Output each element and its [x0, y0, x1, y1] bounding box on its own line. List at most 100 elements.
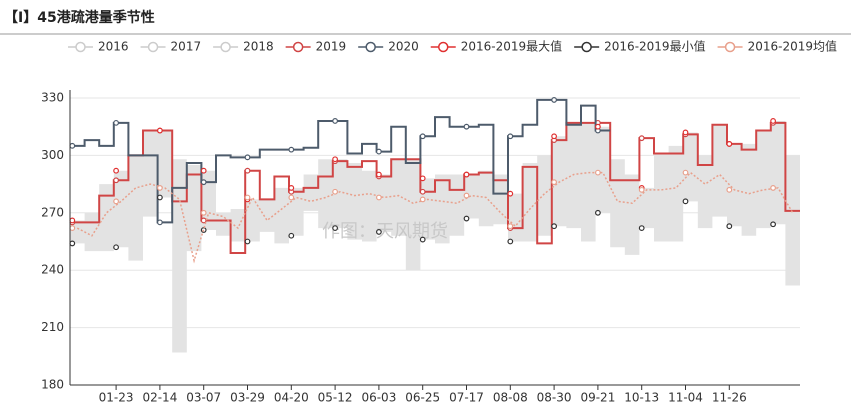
y-tick-label: 210: [41, 320, 64, 334]
legend-marker: [220, 41, 231, 53]
point-marker: [595, 123, 601, 130]
point-marker: [507, 223, 514, 230]
point-marker: [156, 185, 163, 191]
x-tick-label: 08-08: [493, 391, 528, 405]
point-marker: [770, 118, 776, 124]
point-marker: [507, 133, 514, 140]
x-tick-label: 04-20: [274, 391, 309, 405]
point-marker: [419, 196, 426, 203]
legend-label: 2020: [388, 40, 419, 54]
point-marker: [288, 185, 295, 191]
point-marker: [156, 194, 163, 201]
point-marker: [288, 194, 295, 201]
point-marker: [682, 129, 689, 136]
legend-label: 2016-2019最小值: [604, 39, 705, 54]
x-tick-label: 08-30: [537, 391, 572, 405]
point-marker: [156, 127, 163, 134]
legend-item[interactable]: 2016: [68, 40, 129, 54]
point-marker: [332, 156, 339, 163]
point-marker: [551, 223, 557, 230]
legend-marker: [292, 41, 304, 53]
point-marker: [507, 190, 514, 197]
chart-title: 【I】45港疏港量季节性: [4, 9, 155, 26]
legend-marker: [147, 41, 159, 53]
legend-item[interactable]: 2016-2019最大值: [430, 39, 562, 54]
point-marker: [200, 217, 207, 224]
legend-item[interactable]: 2019: [285, 40, 347, 54]
legend-label: 2018: [243, 40, 274, 54]
legend-label: 2019: [316, 40, 347, 54]
x-tick-label: 06-03: [361, 391, 396, 405]
point-marker: [551, 133, 557, 140]
point-marker: [200, 209, 207, 216]
point-marker: [69, 240, 76, 247]
point-marker: [682, 169, 689, 176]
x-tick-label: 03-29: [230, 391, 265, 405]
y-tick-label: 270: [41, 205, 64, 219]
x-tick-label: 06-25: [405, 391, 440, 405]
x-tick-label: 07-17: [449, 391, 484, 405]
legend-label: 2016-2019均值: [748, 39, 837, 54]
point-marker: [113, 198, 119, 205]
point-marker: [726, 223, 733, 230]
point-marker: [376, 194, 382, 201]
x-tick-label: 01-23: [99, 391, 134, 405]
point-marker: [638, 186, 645, 193]
legend-label: 2016: [98, 40, 129, 54]
point-marker: [69, 225, 76, 232]
point-marker: [463, 192, 470, 199]
point-marker: [682, 198, 689, 205]
legend-item[interactable]: 2016-2019最小值: [574, 39, 706, 54]
point-marker: [638, 135, 645, 142]
x-tick-label: 09-21: [580, 391, 615, 405]
point-marker: [200, 167, 207, 174]
x-tick-label: 05-12: [318, 391, 353, 405]
point-marker: [419, 133, 426, 140]
point-marker: [376, 171, 382, 178]
point-marker: [200, 179, 207, 186]
point-marker: [69, 217, 76, 224]
legend-marker: [365, 41, 376, 53]
point-marker: [288, 232, 295, 239]
x-tick-label: 10-13: [624, 391, 659, 405]
point-marker: [332, 188, 339, 195]
point-marker: [113, 177, 119, 184]
point-marker: [595, 169, 601, 176]
legend-item[interactable]: 2018: [213, 40, 274, 54]
point-marker: [156, 219, 163, 226]
point-marker: [770, 185, 776, 191]
legend-marker: [581, 41, 592, 53]
y-tick-label: 300: [41, 148, 64, 162]
legend-marker: [437, 41, 449, 53]
y-tick-label: 330: [41, 91, 64, 105]
point-marker: [726, 186, 733, 193]
point-marker: [419, 188, 426, 195]
legend-marker: [724, 41, 736, 53]
point-marker: [244, 238, 251, 245]
point-marker: [595, 209, 601, 216]
point-marker: [463, 215, 470, 222]
point-marker: [638, 225, 645, 232]
legend-item[interactable]: 2017: [140, 40, 202, 54]
legend-label: 2016-2019最大值: [461, 39, 562, 54]
legend-item[interactable]: 2016-2019均值: [717, 39, 837, 54]
point-marker: [244, 154, 251, 161]
point-marker: [726, 141, 733, 147]
x-tick-label: 11-26: [712, 391, 747, 405]
point-marker: [507, 238, 514, 245]
point-marker: [244, 167, 251, 174]
legend-label: 2017: [171, 40, 202, 54]
point-marker: [463, 171, 470, 178]
point-marker: [463, 123, 470, 130]
point-marker: [113, 244, 119, 251]
min-max-band: [70, 120, 800, 353]
x-tick-label: 03-07: [186, 391, 221, 405]
point-marker: [551, 97, 557, 103]
point-marker: [113, 167, 119, 174]
legend-item[interactable]: 2020: [358, 40, 419, 54]
point-marker: [376, 229, 382, 235]
point-marker: [419, 175, 426, 182]
x-tick-label: 11-04: [668, 391, 703, 405]
point-marker: [551, 179, 557, 186]
